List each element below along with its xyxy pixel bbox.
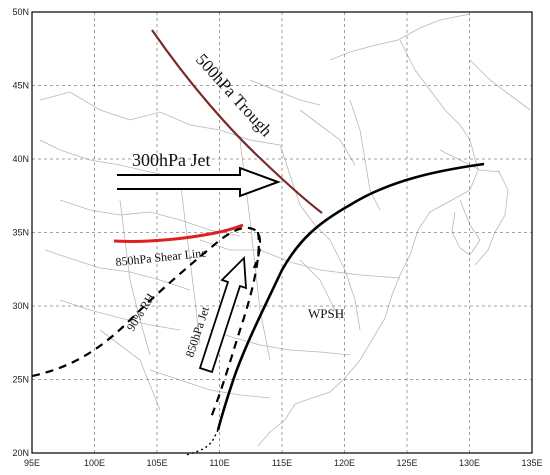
- lon-tick-label: 120E: [334, 458, 355, 468]
- rh-90-label: 90% RH: [124, 291, 158, 334]
- latitude-tick-labels: 20N 25N 30N 35N 40N 45N 50N: [12, 7, 29, 458]
- shear-line-850hpa: [113, 223, 244, 243]
- lon-tick-label: 115E: [272, 458, 292, 468]
- lon-tick-label: 135E: [521, 458, 542, 468]
- wpsh-boundary-tail: [185, 429, 219, 456]
- jet-850hpa-arrow: [198, 255, 247, 374]
- lon-tick-label: 105E: [146, 458, 167, 468]
- jet-300hpa-label: 300hPa Jet: [132, 150, 211, 170]
- grid-lines: [32, 12, 532, 453]
- rh-90-dashed-line-east: [208, 231, 260, 421]
- lon-tick-label: 130E: [459, 458, 480, 468]
- lat-tick-label: 20N: [12, 448, 29, 458]
- lon-tick-label: 100E: [84, 458, 105, 468]
- trough-500hpa-line: [151, 29, 323, 214]
- lat-tick-label: 45N: [12, 81, 29, 91]
- map-frame: [31, 11, 533, 454]
- lon-tick-label: 95E: [24, 458, 40, 468]
- jet-300hpa-arrow: [117, 166, 281, 198]
- lon-tick-label: 110E: [209, 458, 229, 468]
- lat-tick-label: 30N: [12, 301, 29, 311]
- longitude-tick-labels: 95E 100E 105E 110E 115E 120E 125E 130E 135E: [24, 458, 543, 468]
- lat-tick-label: 25N: [12, 375, 29, 385]
- lat-tick-label: 40N: [12, 154, 29, 164]
- province-boundaries: [39, 13, 531, 447]
- lat-tick-label: 50N: [12, 7, 29, 17]
- lat-tick-label: 35N: [12, 228, 29, 238]
- wpsh-boundary-line: [216, 162, 485, 431]
- wpsh-label: WPSH: [308, 306, 344, 321]
- trough-500hpa-label: 500hPa Trough: [192, 50, 276, 141]
- shear-line-850hpa-label: 850hPa Shear Line: [115, 246, 207, 269]
- lon-tick-label: 125E: [396, 458, 417, 468]
